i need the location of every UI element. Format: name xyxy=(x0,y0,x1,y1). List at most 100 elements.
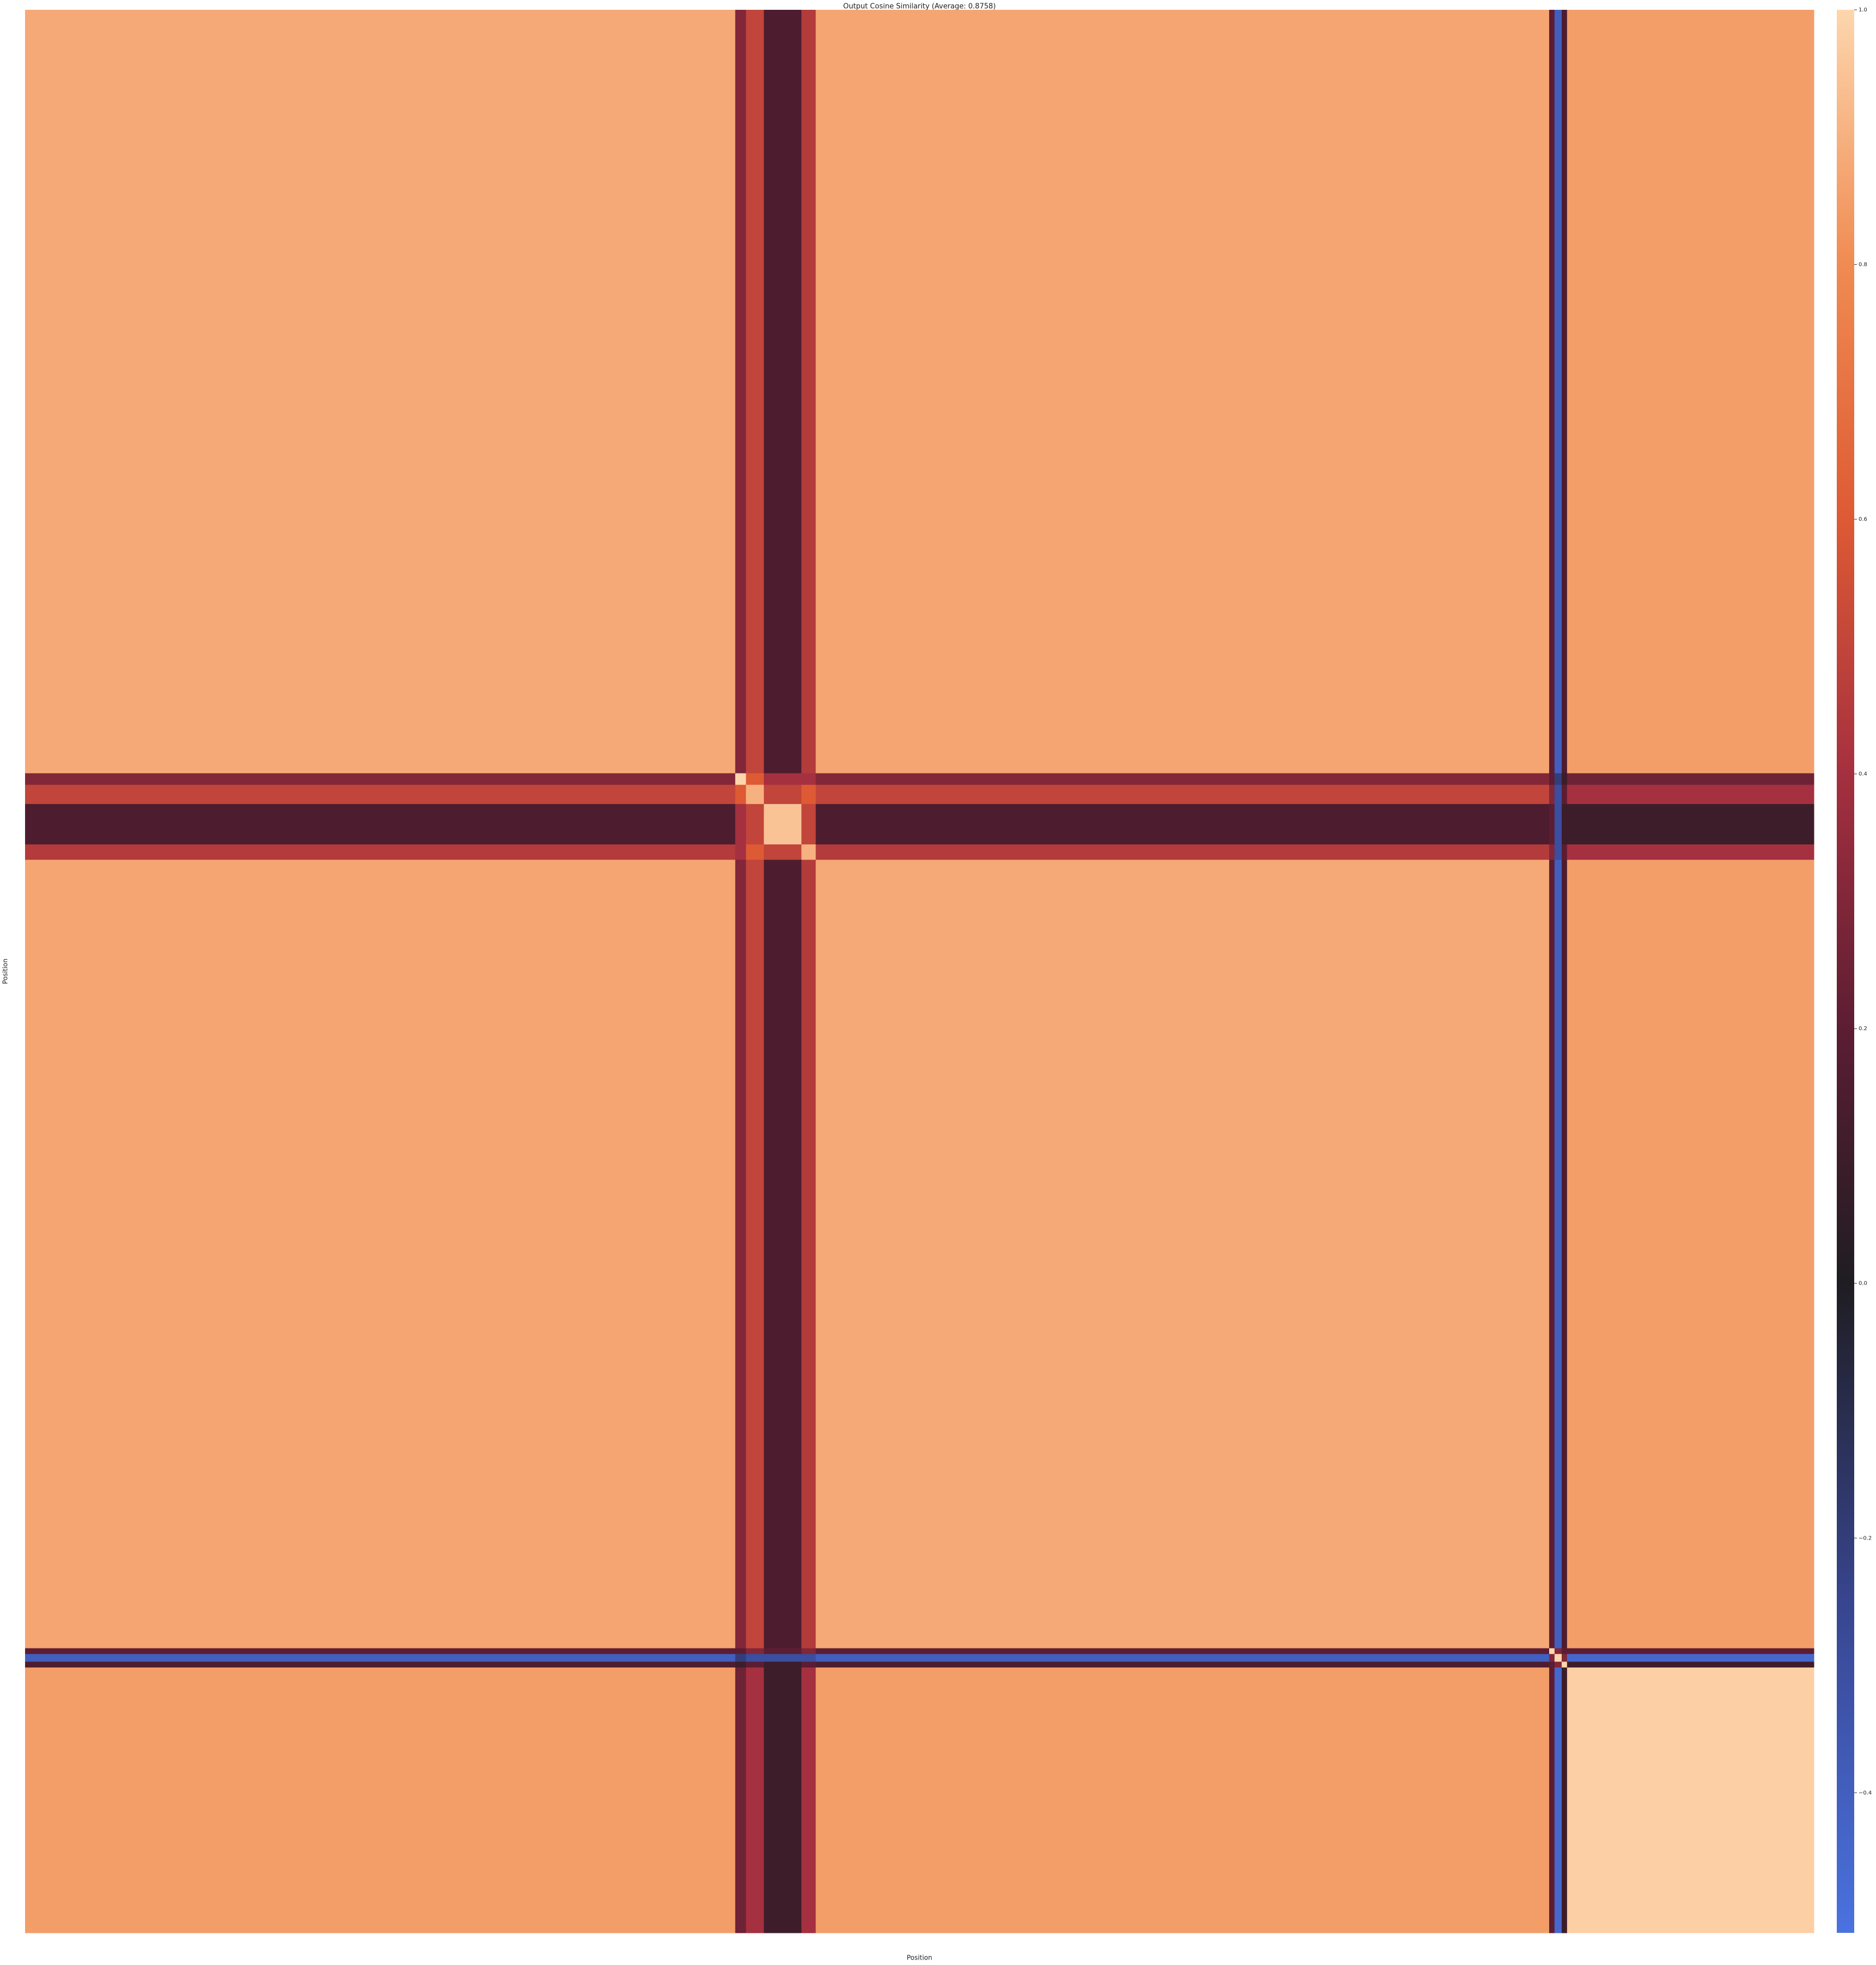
heat-cell xyxy=(25,10,736,774)
heat-cell xyxy=(764,1648,802,1654)
heat-cell xyxy=(1567,860,1814,1649)
heat-cell xyxy=(1561,860,1568,1649)
heat-cell xyxy=(815,1667,1550,1933)
colorbar-tick-label: 0.6 xyxy=(1859,516,1867,522)
heat-cell xyxy=(1567,1662,1814,1668)
heat-cell xyxy=(1554,1648,1562,1654)
heat-cell xyxy=(1561,804,1568,845)
heat-cell xyxy=(815,1662,1550,1668)
heat-cell xyxy=(735,1648,746,1654)
heat-cell xyxy=(746,10,764,774)
heat-cell xyxy=(801,1662,817,1668)
heat-cell xyxy=(746,1662,764,1668)
heat-cell xyxy=(1567,1648,1814,1654)
heat-cell xyxy=(735,1662,746,1668)
heat-cell xyxy=(1567,773,1814,786)
heat-cell xyxy=(1561,1648,1568,1654)
heat-cell xyxy=(735,10,746,774)
heat-cell xyxy=(1549,1648,1555,1654)
heat-cell xyxy=(1567,1654,1814,1662)
heat-cell xyxy=(764,1662,802,1668)
heat-cell xyxy=(25,844,736,860)
heat-cell xyxy=(815,773,1550,786)
heat-cell xyxy=(801,1648,817,1654)
heat-cell xyxy=(815,804,1550,845)
heat-cell xyxy=(1554,804,1562,845)
heat-cell xyxy=(1561,10,1568,774)
colorbar-tick-label: −0.2 xyxy=(1859,1535,1872,1541)
heat-cell xyxy=(735,784,746,805)
heat-cell xyxy=(801,784,817,805)
heat-cell xyxy=(1554,860,1562,1649)
heat-cell xyxy=(1561,1667,1568,1933)
heat-cell xyxy=(1561,844,1568,860)
heat-cell xyxy=(1554,784,1562,805)
heat-cell xyxy=(25,1654,736,1662)
heat-cell xyxy=(746,844,764,860)
heat-cell xyxy=(1567,784,1814,805)
chart-title: Output Cosine Similarity (Average: 0.875… xyxy=(843,3,996,11)
heat-cell xyxy=(764,1654,802,1662)
heat-cell xyxy=(1549,784,1555,805)
heat-cell xyxy=(1554,773,1562,786)
heat-cell xyxy=(735,860,746,1649)
heat-cell xyxy=(746,1654,764,1662)
colorbar-tick-label: 0.8 xyxy=(1859,262,1867,268)
heat-cell xyxy=(25,860,736,1649)
heat-cell xyxy=(815,784,1550,805)
heat-cell xyxy=(1549,1667,1555,1933)
heat-cell xyxy=(764,1667,802,1933)
heat-cell xyxy=(1549,1662,1555,1668)
colorbar-tick-label: 0.0 xyxy=(1859,1281,1867,1287)
heat-cell xyxy=(25,784,736,805)
heat-cell xyxy=(1561,1654,1568,1662)
heat-cell xyxy=(1554,844,1562,860)
y-axis-label: Position xyxy=(2,959,9,984)
heat-cell xyxy=(1549,10,1555,774)
heat-cell xyxy=(1554,1654,1562,1662)
heat-cell xyxy=(25,1662,736,1668)
heat-cell xyxy=(735,804,746,845)
heat-cell xyxy=(1549,804,1555,845)
x-axis-label: Position xyxy=(907,1954,933,1962)
colorbar-tick-label: 0.2 xyxy=(1859,1026,1867,1032)
heat-cell xyxy=(1567,844,1814,860)
heat-cell xyxy=(1561,773,1568,786)
heat-cell xyxy=(815,1654,1550,1662)
heat-cell xyxy=(735,1667,746,1933)
heat-cell xyxy=(1567,1667,1814,1933)
heat-cell xyxy=(25,804,736,845)
heat-cell xyxy=(815,1648,1550,1654)
heat-cell xyxy=(746,860,764,1649)
heat-cell xyxy=(801,10,817,774)
heat-cell xyxy=(1567,10,1814,774)
heat-cell xyxy=(815,844,1550,860)
heat-cell xyxy=(746,1667,764,1933)
heat-cell xyxy=(801,1654,817,1662)
heat-cell xyxy=(746,784,764,805)
colorbar xyxy=(1837,10,1854,1933)
heat-cell xyxy=(801,804,817,845)
heat-cell xyxy=(815,10,1550,774)
heat-cell xyxy=(25,773,736,786)
heat-cell xyxy=(735,844,746,860)
heat-cell xyxy=(1561,784,1568,805)
heat-cell xyxy=(1554,10,1562,774)
heat-cell xyxy=(735,1654,746,1662)
heat-cell xyxy=(25,1648,736,1654)
heat-cell xyxy=(764,804,802,845)
heat-cell xyxy=(764,784,802,805)
heat-cell xyxy=(1567,804,1814,845)
heat-cell xyxy=(746,773,764,786)
heat-cell xyxy=(1554,1662,1562,1668)
heat-cell xyxy=(764,860,802,1649)
heat-cell xyxy=(735,773,746,786)
heat-cell xyxy=(1554,1667,1562,1933)
heat-cell xyxy=(801,860,817,1649)
heat-cell xyxy=(764,773,802,786)
heat-cell xyxy=(764,844,802,860)
heat-cell xyxy=(1549,844,1555,860)
heat-cell xyxy=(801,1667,817,1933)
heat-cell xyxy=(764,10,802,774)
heat-cell xyxy=(815,860,1550,1649)
